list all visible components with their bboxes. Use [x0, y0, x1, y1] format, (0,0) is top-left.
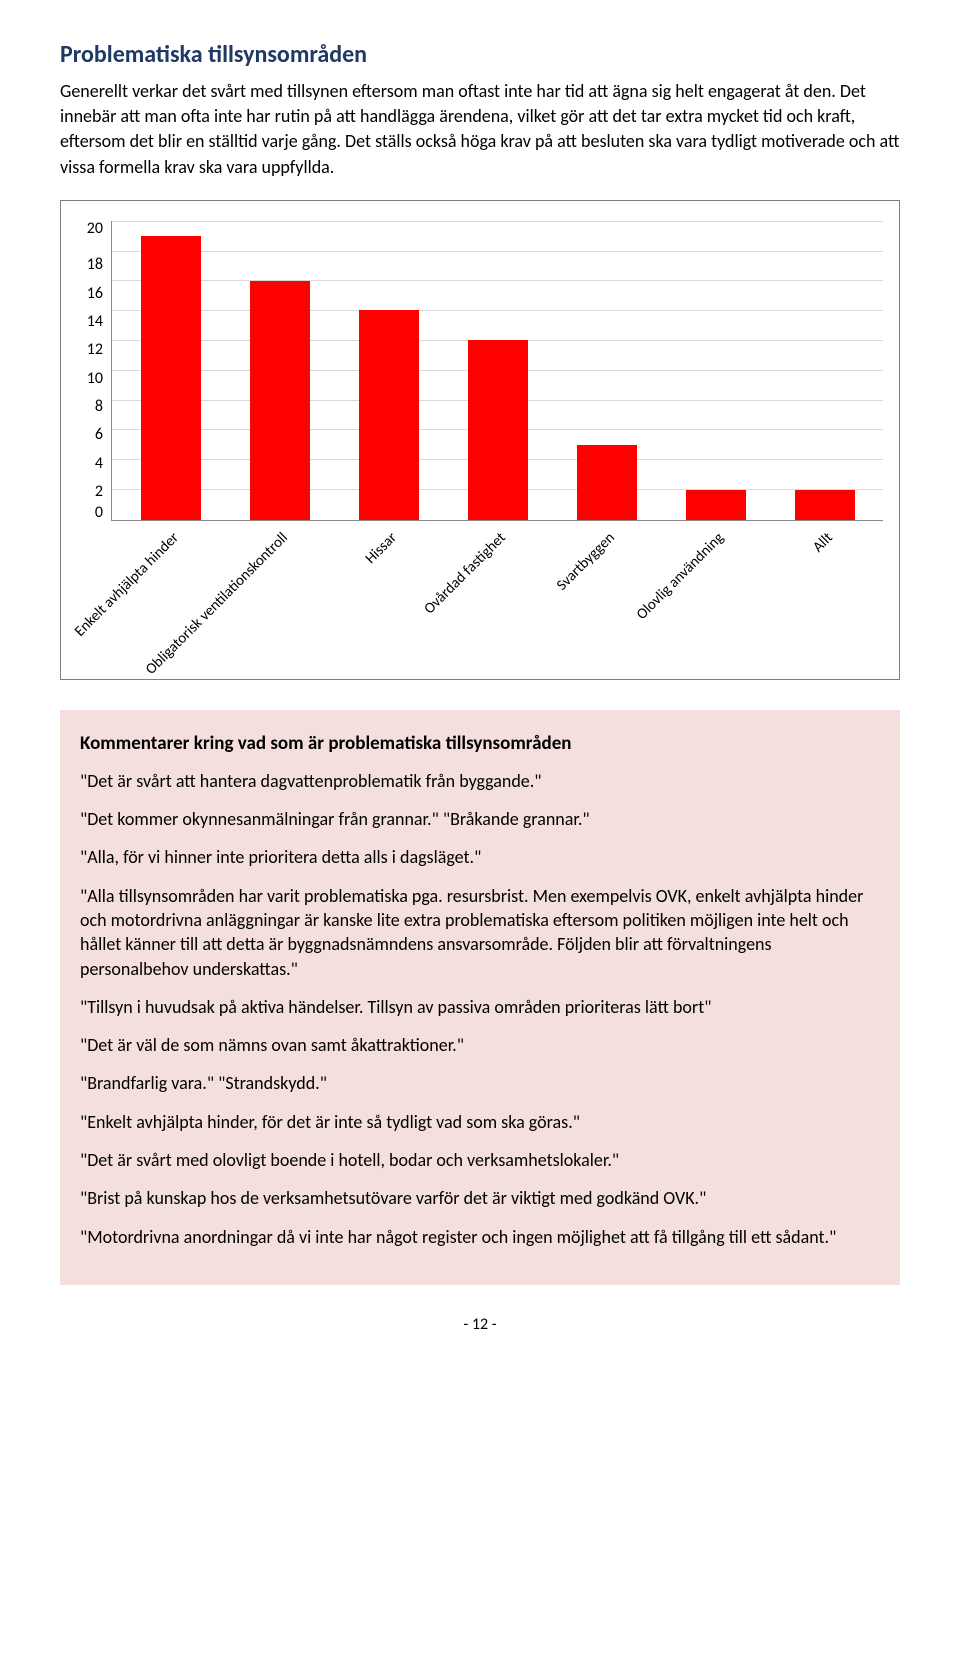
x-label: Ovårdad fastighet: [421, 529, 510, 618]
comment-item: "Alla tillsynsområden har varit problema…: [80, 884, 880, 981]
comment-item: "Brandfarlig vara." "Strandskydd.": [80, 1071, 880, 1095]
x-label: Olovlig användning: [633, 529, 728, 624]
chart-bar: [577, 445, 637, 520]
comment-item: "Det är svårt att hantera dagvattenprobl…: [80, 769, 880, 793]
y-tick: 10: [87, 371, 103, 387]
y-tick: 6: [95, 427, 103, 443]
chart-bar: [795, 490, 855, 520]
intro-paragraph: Generellt verkar det svårt med tillsynen…: [60, 79, 900, 180]
comments-panel: Kommentarer kring vad som är problematis…: [60, 710, 900, 1285]
y-tick: 0: [95, 505, 103, 521]
chart-bar: [250, 281, 310, 520]
x-label: Hissar: [362, 529, 401, 568]
comment-item: "Brist på kunskap hos de verksamhetsutöv…: [80, 1186, 880, 1210]
x-label: Enkelt avhjälpta hinder: [71, 529, 183, 641]
x-label: Svartbyggen: [553, 529, 618, 594]
chart-bar: [141, 236, 201, 520]
y-tick: 20: [87, 221, 103, 237]
y-tick: 14: [87, 314, 103, 330]
plot-area: [111, 221, 883, 521]
comment-item: "Det kommer okynnesanmälningar från gran…: [80, 807, 880, 831]
x-axis: Enkelt avhjälpta hinderObligatorisk vent…: [111, 521, 883, 661]
section-heading: Problematiska tillsynsområden: [60, 40, 900, 69]
chart-bar: [686, 490, 746, 520]
comments-title: Kommentarer kring vad som är problematis…: [80, 732, 880, 755]
chart-bar: [359, 310, 419, 519]
comment-item: "Tillsyn i huvudsak på aktiva händelser.…: [80, 995, 880, 1019]
y-tick: 16: [87, 286, 103, 302]
chart-bar: [468, 340, 528, 519]
y-tick: 2: [95, 484, 103, 500]
comment-item: "Motordrivna anordningar då vi inte har …: [80, 1225, 880, 1249]
y-tick: 4: [95, 456, 103, 472]
y-axis: 20181614121086420: [77, 221, 111, 521]
y-tick: 12: [87, 342, 103, 358]
bar-chart: 20181614121086420 Enkelt avhjälpta hinde…: [60, 200, 900, 680]
comment-item: "Det är väl de som nämns ovan samt åkatt…: [80, 1033, 880, 1057]
y-tick: 8: [95, 399, 103, 415]
page-number: - 12 -: [60, 1315, 900, 1334]
comment-item: "Alla, för vi hinner inte prioritera det…: [80, 845, 880, 869]
y-tick: 18: [87, 257, 103, 273]
comment-item: "Enkelt avhjälpta hinder, för det är int…: [80, 1110, 880, 1134]
x-label: Allt: [810, 529, 837, 556]
comment-item: "Det är svårt med olovligt boende i hote…: [80, 1148, 880, 1172]
